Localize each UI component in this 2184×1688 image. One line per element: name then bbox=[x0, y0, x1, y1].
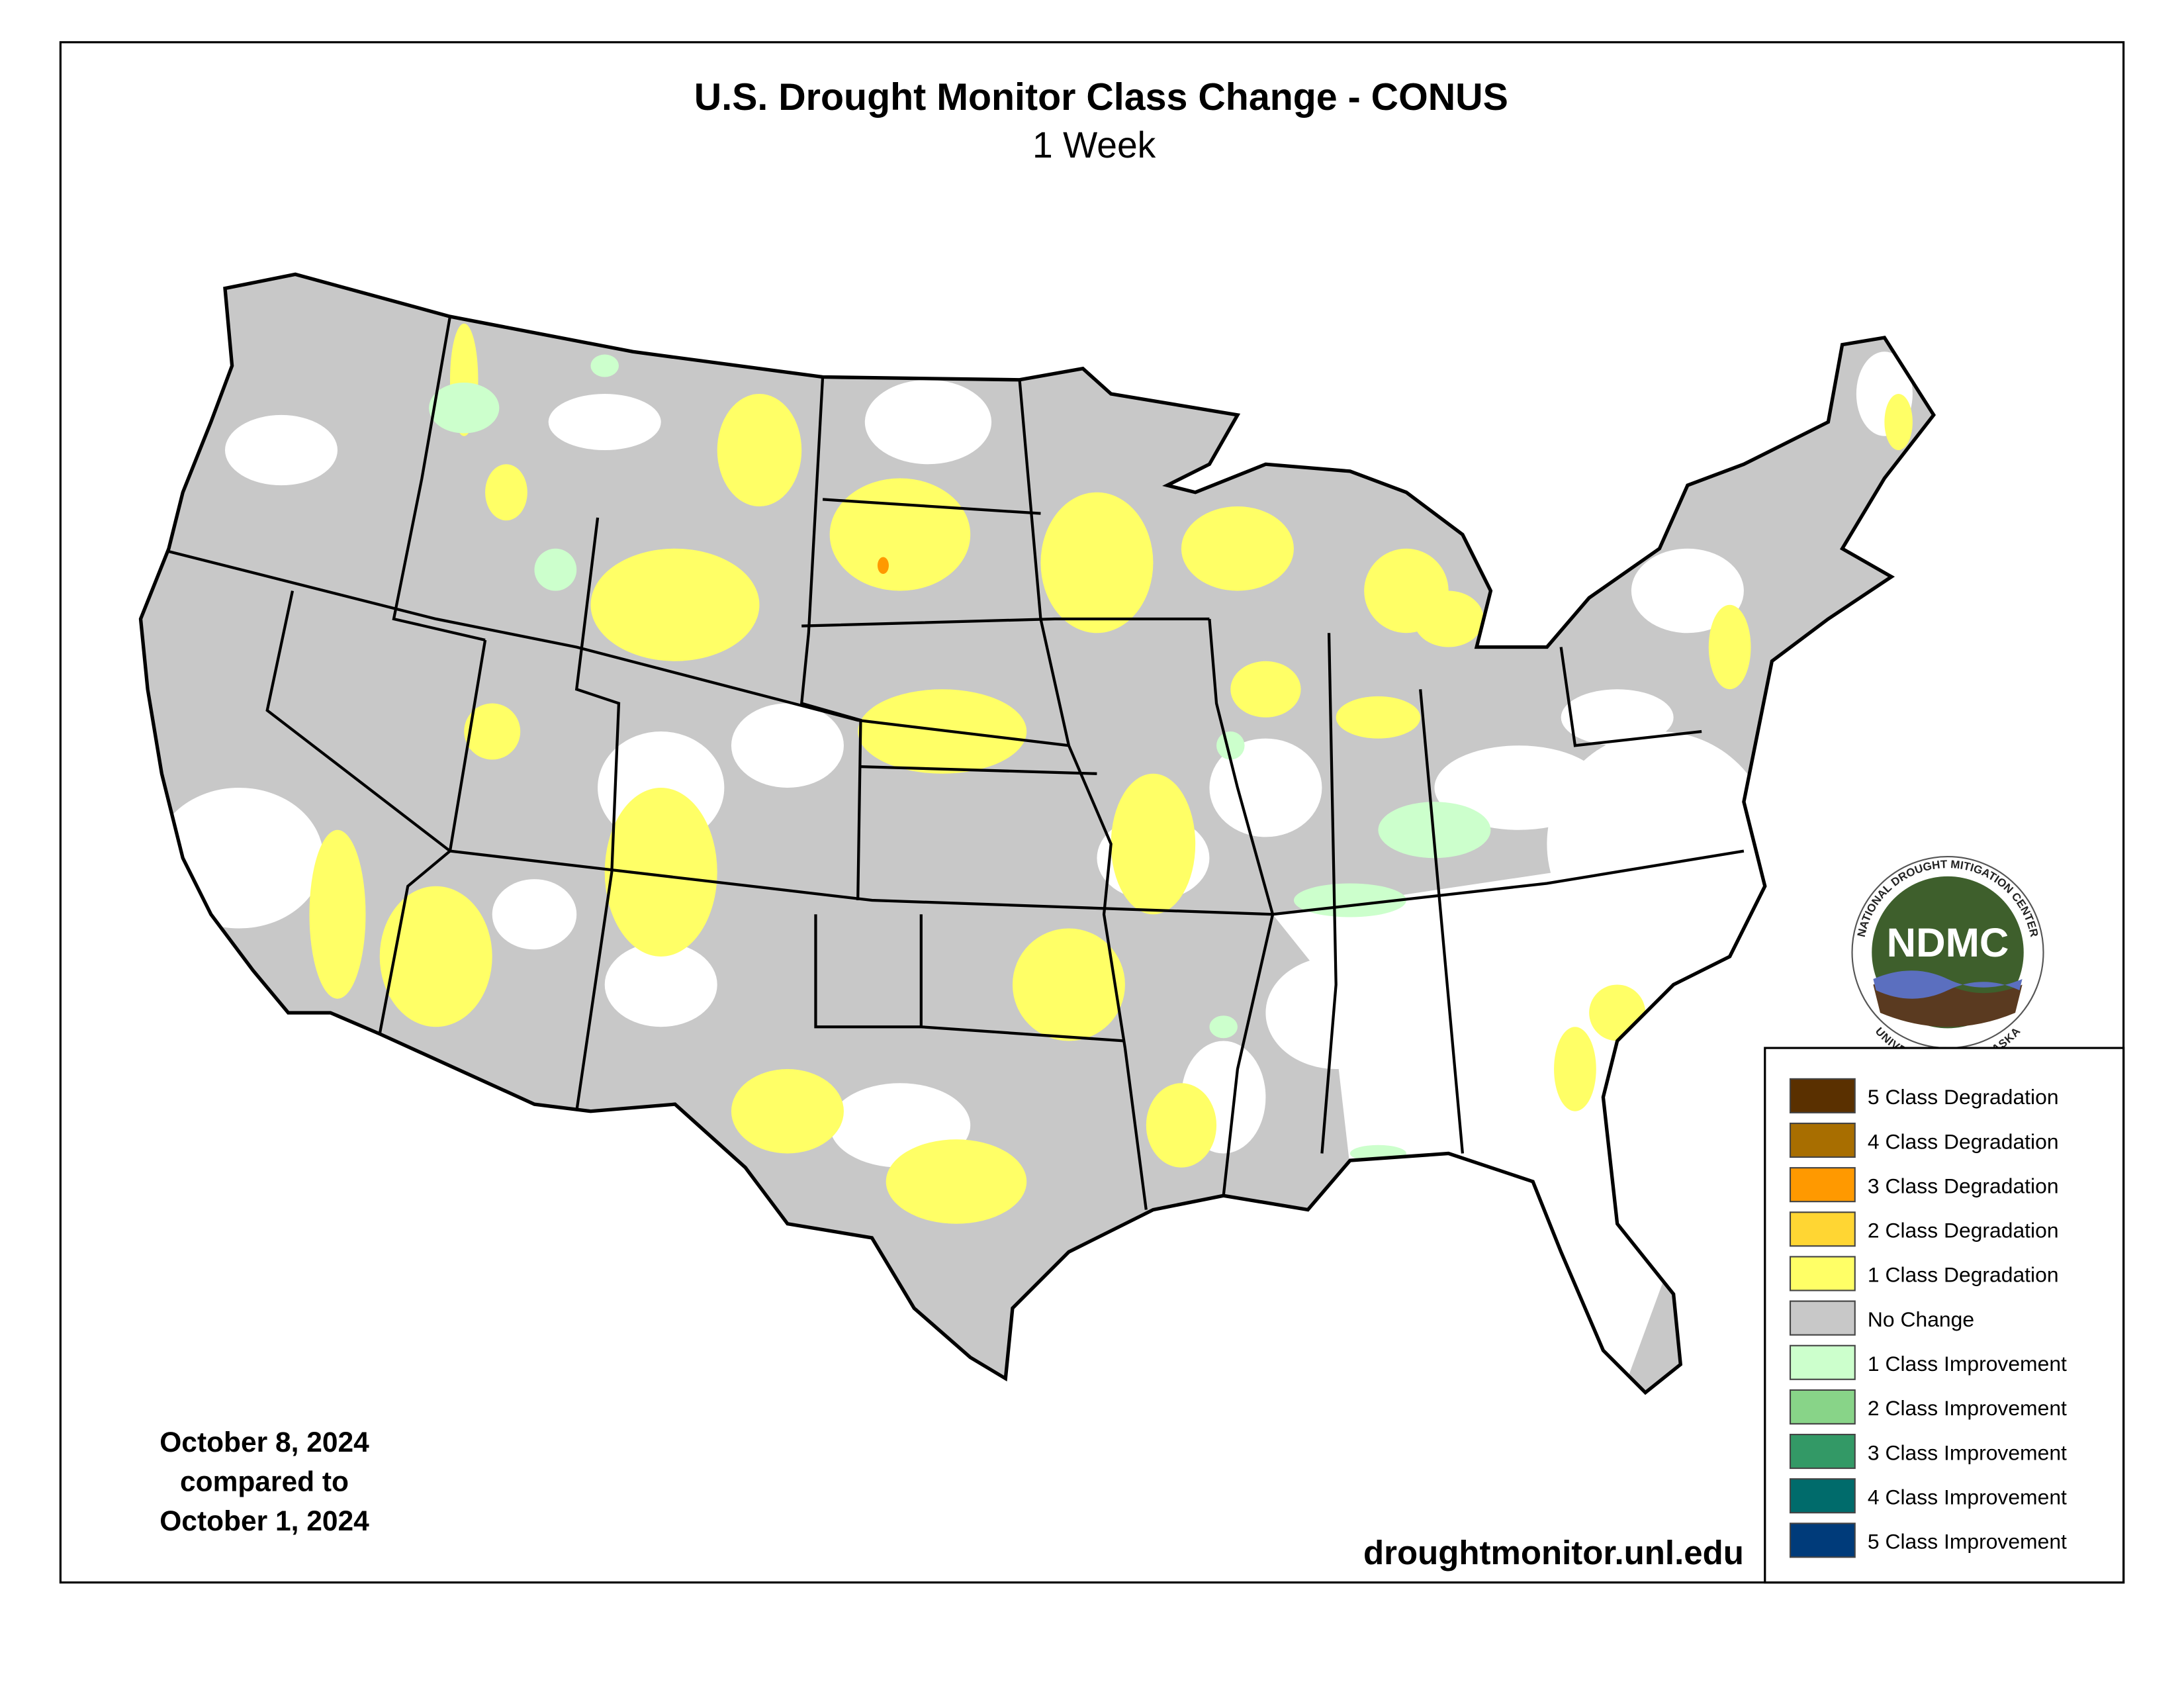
state-lines bbox=[168, 316, 1745, 1210]
legend-label: 2 Class Degradation bbox=[1868, 1219, 2059, 1243]
degradation-area bbox=[485, 464, 527, 521]
legend-label: 1 Class Improvement bbox=[1868, 1352, 2067, 1376]
degradation-area bbox=[1181, 506, 1294, 591]
legend-swatch bbox=[1789, 1433, 1856, 1470]
legend-swatch bbox=[1789, 1256, 1856, 1291]
not-in-drought-area bbox=[864, 379, 992, 465]
logo-water bbox=[1873, 970, 2023, 999]
legend-swatch bbox=[1789, 1300, 1856, 1336]
degradation-area bbox=[604, 788, 717, 957]
not-in-drought-area bbox=[604, 942, 717, 1027]
legend-label: 3 Class Improvement bbox=[1868, 1440, 2067, 1464]
degradation-area bbox=[1146, 1083, 1217, 1168]
logo-acronym: NDMC bbox=[1887, 920, 2009, 966]
legend-swatch bbox=[1789, 1523, 1856, 1558]
not-in-drought-area bbox=[1561, 689, 1674, 746]
legend: 5 Class Degradation 4 Class Degradation 3 … bbox=[1789, 1078, 2067, 1558]
degradation-area bbox=[379, 886, 492, 1027]
degradation-area bbox=[1708, 604, 1751, 690]
not-in-drought-area bbox=[1209, 738, 1322, 837]
legend-label: 5 Class Degradation bbox=[1868, 1085, 2059, 1109]
legend-label: 5 Class Improvement bbox=[1868, 1530, 2067, 1554]
degradation-area bbox=[1012, 928, 1125, 1041]
degradation-area bbox=[731, 1068, 844, 1154]
legend-label: 1 Class Degradation bbox=[1868, 1263, 2059, 1287]
improvement-area bbox=[1209, 1015, 1238, 1039]
degradation-area bbox=[877, 557, 889, 575]
degradation-area bbox=[1413, 590, 1484, 647]
date-line: October 1, 2024 bbox=[159, 1506, 369, 1537]
legend-swatch bbox=[1789, 1389, 1856, 1425]
source-url: droughtmonitor.unl.edu bbox=[1363, 1534, 1744, 1571]
not-in-drought-area bbox=[492, 879, 577, 950]
legend-swatch bbox=[1789, 1211, 1856, 1247]
degradation-area bbox=[1336, 696, 1421, 739]
degradation-area bbox=[309, 829, 366, 999]
improvement-area bbox=[1216, 731, 1245, 760]
legend-swatch bbox=[1789, 1167, 1856, 1203]
improvement-area bbox=[590, 354, 619, 377]
not-in-drought-area bbox=[1434, 745, 1604, 830]
legend-swatch bbox=[1789, 1122, 1856, 1158]
title: U.S. Drought Monitor Class Change - CONU… bbox=[694, 76, 1508, 118]
date-line: compared to bbox=[180, 1466, 349, 1497]
improvement-area bbox=[534, 548, 577, 591]
improvement-area bbox=[429, 383, 500, 434]
not-in-drought-area bbox=[224, 414, 338, 486]
legend-label: 4 Class Degradation bbox=[1868, 1129, 2059, 1153]
degradation-area bbox=[717, 394, 802, 507]
legend-label: No Change bbox=[1868, 1307, 1974, 1331]
legend-label: 3 Class Degradation bbox=[1868, 1174, 2059, 1197]
degradation-area bbox=[829, 478, 971, 591]
not-in-drought-area bbox=[731, 703, 844, 788]
degradation-area bbox=[1040, 492, 1154, 633]
degradation-area bbox=[464, 703, 521, 760]
degradation-area bbox=[1884, 394, 1913, 451]
not-in-drought-area bbox=[1273, 844, 1772, 1393]
date-line: October 8, 2024 bbox=[159, 1427, 369, 1458]
not-in-drought-area bbox=[1631, 548, 1744, 633]
not-in-drought-area bbox=[548, 394, 661, 451]
legend-label: 2 Class Improvement bbox=[1868, 1396, 2067, 1420]
degradation-area bbox=[1554, 1027, 1596, 1111]
legend-swatch bbox=[1789, 1344, 1856, 1380]
ndmc-logo: NDMC NATIONAL DROUGHT MITIGATION CENTER … bbox=[1851, 856, 2044, 1068]
legend-swatch bbox=[1789, 1078, 1856, 1113]
degradation-area bbox=[590, 548, 760, 661]
degradation-area bbox=[1111, 773, 1196, 915]
degradation-area bbox=[886, 1139, 1027, 1224]
legend-label: 4 Class Improvement bbox=[1868, 1485, 2067, 1509]
legend-swatch bbox=[1789, 1478, 1856, 1514]
degradation-area bbox=[1230, 661, 1301, 718]
subtitle: 1 Week bbox=[1032, 124, 1156, 165]
